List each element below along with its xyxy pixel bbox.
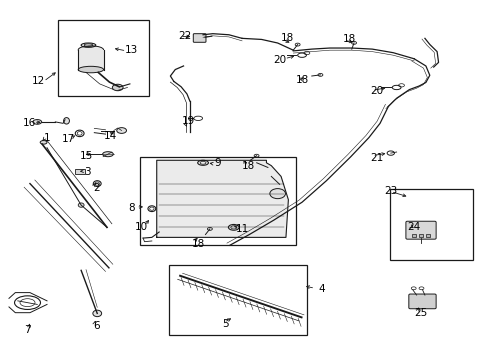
Text: 13: 13 [124, 45, 138, 55]
Text: 2: 2 [93, 183, 100, 193]
Text: 1: 1 [43, 133, 50, 143]
Text: 12: 12 [32, 76, 45, 86]
Text: 18: 18 [241, 161, 255, 171]
Ellipse shape [112, 84, 123, 91]
Text: 18: 18 [295, 75, 308, 85]
Ellipse shape [63, 118, 69, 124]
Text: 6: 6 [93, 321, 100, 331]
Bar [75, 168, 84, 174]
Ellipse shape [117, 128, 126, 134]
Ellipse shape [93, 310, 102, 317]
Text: 3: 3 [84, 167, 91, 177]
Ellipse shape [78, 203, 84, 207]
Text: 24: 24 [407, 222, 420, 232]
Text: 10: 10 [134, 222, 147, 232]
Bar [389, 189, 472, 260]
Polygon shape [157, 160, 288, 237]
Bar [411, 234, 415, 237]
FancyBboxPatch shape [193, 34, 205, 42]
Text: 4: 4 [318, 284, 324, 294]
Ellipse shape [269, 189, 285, 199]
Ellipse shape [102, 152, 113, 157]
Bar [58, 21, 149, 96]
Ellipse shape [40, 140, 47, 144]
Ellipse shape [78, 46, 103, 54]
Text: 8: 8 [128, 203, 134, 213]
Bar [78, 50, 103, 69]
FancyBboxPatch shape [405, 221, 435, 239]
Text: 11: 11 [235, 225, 248, 234]
FancyBboxPatch shape [408, 294, 435, 309]
Text: 22: 22 [178, 31, 191, 41]
Text: 5: 5 [222, 319, 229, 329]
Text: 14: 14 [103, 131, 117, 141]
Text: 18: 18 [280, 33, 293, 43]
Bar [140, 157, 295, 245]
Text: 23: 23 [384, 186, 397, 197]
Text: 15: 15 [79, 150, 92, 161]
Text: 9: 9 [214, 158, 221, 168]
Text: 20: 20 [272, 55, 285, 65]
Ellipse shape [78, 66, 103, 73]
Text: 25: 25 [413, 309, 427, 318]
Text: 21: 21 [370, 153, 383, 163]
Text: 7: 7 [24, 325, 31, 335]
Text: 16: 16 [22, 118, 36, 128]
Text: 18: 18 [191, 239, 204, 249]
Text: 18: 18 [342, 35, 355, 44]
Bar [426, 234, 429, 237]
Bar [418, 234, 422, 237]
Text: 19: 19 [182, 116, 195, 126]
Text: 20: 20 [370, 86, 383, 96]
Ellipse shape [33, 120, 41, 124]
Text: 17: 17 [61, 134, 75, 144]
Bar [168, 265, 306, 335]
